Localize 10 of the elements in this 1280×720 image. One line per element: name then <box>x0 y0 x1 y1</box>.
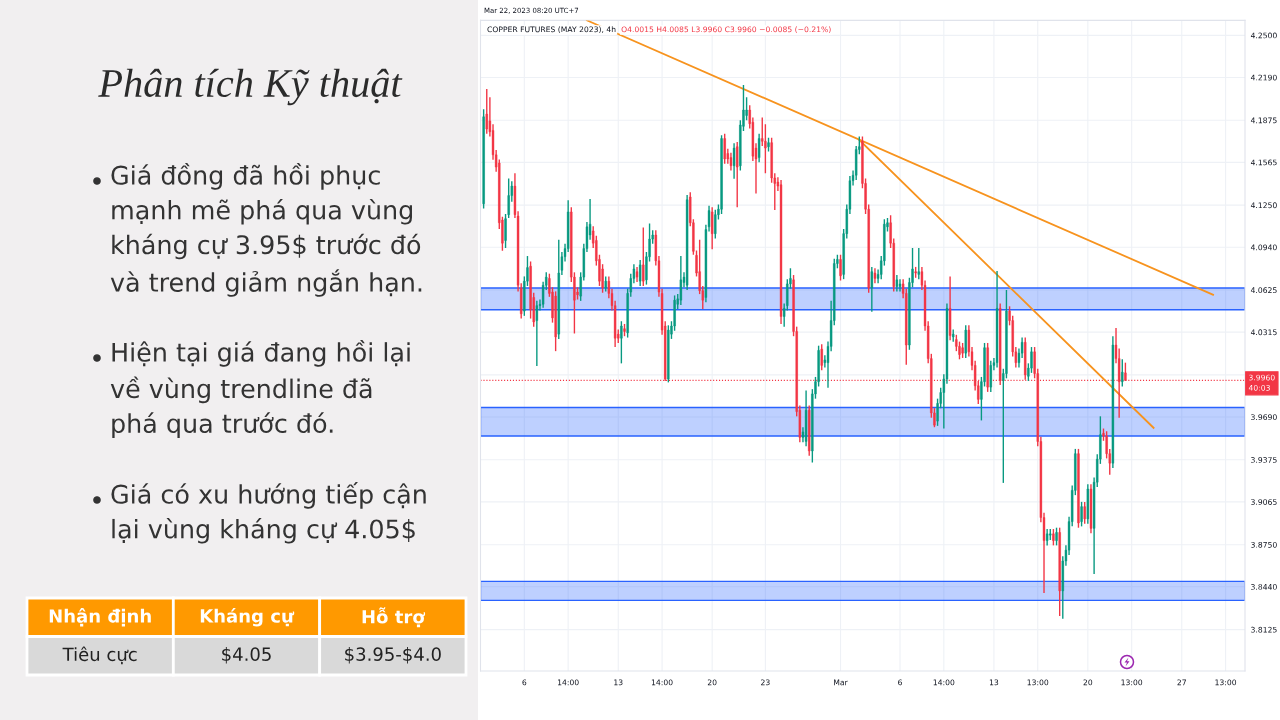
text: Hiện tại giá đang hồi lại về vùng trendline đã phá qua trước đó. <box>110 340 410 438</box>
category-label: Nhận định <box>49 608 151 627</box>
text: $3.95-$4.0 <box>345 647 441 664</box>
category-label: Hỗ trợ <box>362 607 426 628</box>
text: Giá đồng đã hồi phục mạnh mẽ phá qua vùng kháng cự 3.95$ trước đó và trend giảm ngắn hạn. <box>110 163 422 297</box>
text: Tiêu cực <box>62 646 137 665</box>
category-label: Kháng cự <box>200 608 295 627</box>
text: $4.05 <box>222 647 271 664</box>
text: Giá có xu hướng tiếp cận lại vùng kháng cự 4.05$ <box>111 482 426 544</box>
text: Phân tích Kỹ thuật <box>98 68 403 106</box>
